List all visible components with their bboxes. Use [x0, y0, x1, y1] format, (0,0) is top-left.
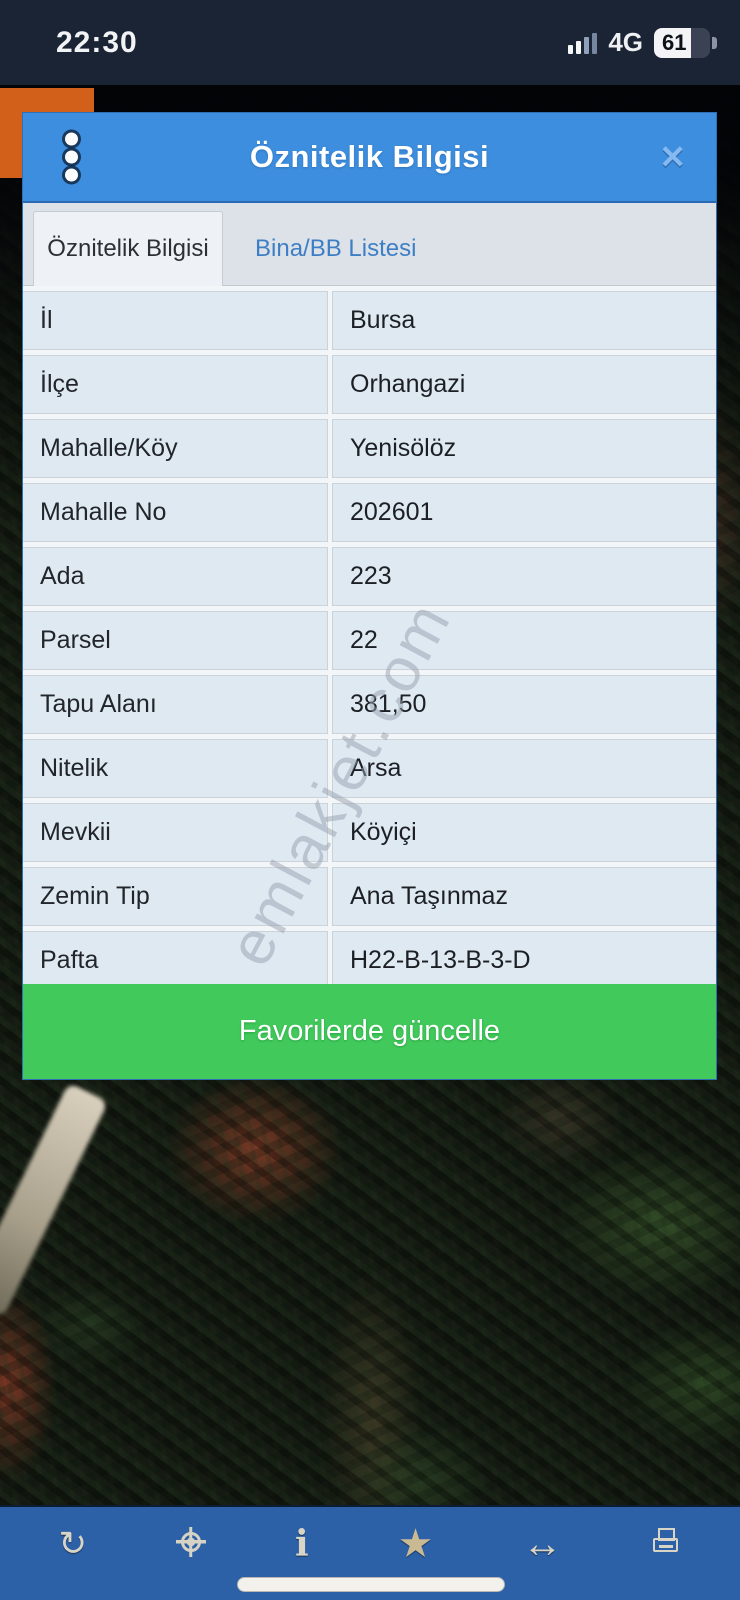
dialog-title: Öznitelik Bilgisi [249, 139, 490, 174]
row-value: 381,50 [332, 675, 716, 734]
map-road [0, 1082, 109, 1318]
row-label: Tapu Alanı [23, 675, 328, 734]
table-row: Ada 223 [23, 547, 716, 606]
table-row: Nitelik Arsa [23, 739, 716, 798]
row-label: Mevkii [23, 803, 328, 862]
tab-oznitelik-bilgisi[interactable]: Öznitelik Bilgisi [33, 211, 223, 286]
battery-percent: 61 [662, 29, 687, 55]
table-row: Mahalle No 202601 [23, 483, 716, 542]
row-label: İlçe [23, 355, 328, 414]
close-icon[interactable]: ✕ [659, 139, 686, 175]
table-row: İl Bursa [23, 291, 716, 350]
status-bar: 22:30 4G 61 [0, 0, 740, 85]
locate-icon [175, 1527, 206, 1557]
network-type-label: 4G [608, 27, 643, 57]
row-label: Parsel [23, 611, 328, 670]
row-label: Pafta [23, 931, 328, 984]
print-button[interactable] [645, 1521, 687, 1566]
row-value: Yenisölöz [332, 419, 716, 478]
tab-bar: Öznitelik Bilgisi Bina/BB Listesi [23, 203, 716, 286]
table-row: Pafta H22-B-13-B-3-D [23, 931, 716, 984]
row-value: Bursa [332, 291, 716, 350]
table-row: İlçe Orhangazi [23, 355, 716, 414]
table-row: Parsel 22 [23, 611, 716, 670]
row-value: 22 [332, 611, 716, 670]
table-row: Tapu Alanı 381,50 [23, 675, 716, 734]
table-row: Mevkii Köyiçi [23, 803, 716, 862]
row-value: H22-B-13-B-3-D [332, 931, 716, 984]
update-favorites-button[interactable]: Favorilerde güncelle [23, 984, 716, 1079]
row-label: Nitelik [23, 739, 328, 798]
row-label: Ada [23, 547, 328, 606]
row-value: Orhangazi [332, 355, 716, 414]
table-row: Mahalle/Köy Yenisölöz [23, 419, 716, 478]
table-row: Zemin Tip Ana Taşınmaz [23, 867, 716, 926]
row-label: Mahalle/Köy [23, 419, 328, 478]
signal-strength-icon [568, 32, 598, 54]
row-label: Mahalle No [23, 483, 328, 542]
tab-bina-bb-listesi[interactable]: Bina/BB Listesi [255, 234, 417, 262]
battery-nub [712, 36, 717, 49]
resize-horizontal-icon: ↔ [522, 1521, 563, 1566]
home-indicator[interactable] [237, 1577, 505, 1592]
info-button[interactable]: i [289, 1520, 315, 1568]
attribute-info-dialog: Öznitelik Bilgisi ✕ Öznitelik Bilgisi Bi… [22, 112, 717, 1080]
row-label: Zemin Tip [23, 867, 328, 926]
row-value: 202601 [332, 483, 716, 542]
kebab-menu-icon[interactable] [61, 129, 82, 186]
clock: 22:30 [56, 25, 138, 59]
refresh-button[interactable]: ↻ [52, 1521, 93, 1567]
row-value: Ana Taşınmaz [332, 867, 716, 926]
attribute-table: İl Bursa İlçe Orhangazi Mahalle/Köy Yeni… [23, 286, 716, 984]
row-value: Köyiçi [332, 803, 716, 862]
row-label: İl [23, 291, 328, 350]
star-button[interactable]: ★ [392, 1518, 440, 1570]
locate-button[interactable] [170, 1521, 212, 1566]
resize-horizontal-button[interactable]: ↔ [516, 1518, 568, 1570]
battery-indicator: 61 [654, 27, 717, 58]
info-icon: i [294, 1522, 309, 1565]
print-icon [651, 1527, 681, 1557]
dialog-header: Öznitelik Bilgisi ✕ [23, 113, 716, 203]
refresh-icon: ↻ [58, 1524, 87, 1563]
star-icon: ★ [397, 1521, 434, 1566]
row-value: 223 [332, 547, 716, 606]
row-value: Arsa [332, 739, 716, 798]
